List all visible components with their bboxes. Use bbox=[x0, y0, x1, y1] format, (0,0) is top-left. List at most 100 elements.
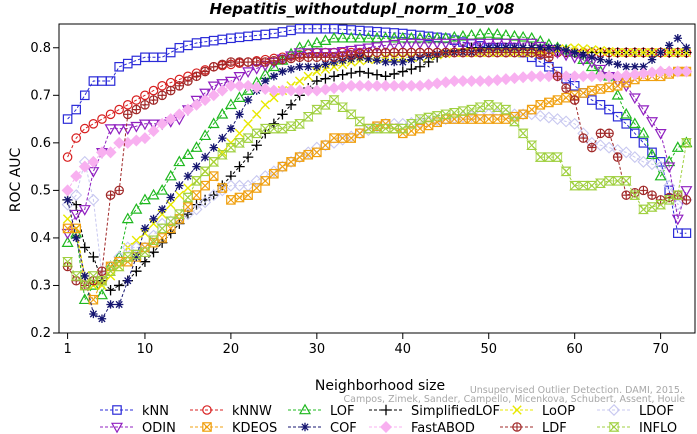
data-point bbox=[354, 116, 366, 127]
data-point bbox=[398, 48, 407, 57]
data-point bbox=[269, 72, 279, 81]
data-point bbox=[88, 119, 99, 129]
legend-label: FastABOD bbox=[411, 421, 475, 434]
data-point bbox=[114, 257, 124, 267]
data-point bbox=[336, 81, 349, 93]
data-point bbox=[518, 128, 528, 138]
data-point bbox=[510, 48, 519, 57]
data-point bbox=[191, 176, 202, 186]
data-point bbox=[682, 43, 691, 52]
data-point bbox=[388, 39, 401, 51]
data-point bbox=[424, 48, 433, 57]
data-point bbox=[233, 138, 246, 148]
data-point bbox=[192, 162, 201, 171]
legend-label: LDOF bbox=[639, 404, 674, 419]
legend-marker bbox=[202, 422, 212, 432]
legend-marker bbox=[609, 422, 619, 432]
data-point bbox=[200, 181, 210, 191]
data-point bbox=[604, 46, 614, 57]
data-point bbox=[61, 184, 74, 197]
data-point bbox=[458, 48, 468, 57]
data-point bbox=[252, 183, 262, 193]
data-point bbox=[345, 31, 358, 43]
data-point bbox=[104, 146, 117, 159]
data-point bbox=[381, 57, 390, 67]
data-point bbox=[405, 31, 418, 43]
legend-label: KDEOS bbox=[232, 421, 277, 434]
data-point bbox=[71, 271, 81, 281]
data-point bbox=[423, 120, 434, 131]
data-point bbox=[517, 128, 529, 139]
data-point bbox=[654, 160, 667, 173]
data-point bbox=[312, 147, 322, 158]
data-point bbox=[243, 119, 253, 129]
data-point bbox=[175, 81, 184, 90]
data-point bbox=[294, 76, 305, 86]
legend-label: COF bbox=[330, 421, 357, 434]
data-point bbox=[413, 31, 426, 43]
data-point bbox=[405, 38, 418, 50]
data-point bbox=[200, 166, 210, 176]
data-point bbox=[114, 186, 124, 195]
data-point bbox=[415, 48, 425, 57]
data-point bbox=[70, 209, 83, 221]
data-point bbox=[105, 109, 116, 120]
data-point bbox=[105, 261, 116, 272]
data-point bbox=[596, 129, 605, 138]
data-point bbox=[639, 62, 648, 71]
data-point bbox=[106, 300, 115, 309]
data-point bbox=[655, 157, 666, 167]
data-point bbox=[114, 300, 124, 309]
data-point bbox=[312, 53, 322, 62]
data-point bbox=[89, 309, 98, 319]
data-point bbox=[611, 88, 624, 100]
data-point bbox=[501, 48, 511, 57]
data-point bbox=[450, 48, 459, 57]
y-tick-label: 0.8 bbox=[30, 41, 51, 56]
data-point bbox=[467, 48, 476, 57]
data-point bbox=[321, 60, 330, 69]
data-point bbox=[568, 117, 581, 130]
data-point bbox=[337, 102, 349, 112]
data-point bbox=[261, 76, 270, 86]
data-point bbox=[183, 171, 193, 181]
data-point bbox=[577, 70, 590, 83]
data-point bbox=[234, 192, 245, 203]
data-point bbox=[448, 75, 461, 88]
data-point bbox=[637, 126, 650, 138]
data-point bbox=[181, 103, 194, 116]
legend-label: LoOP bbox=[542, 404, 575, 419]
data-point bbox=[604, 82, 614, 92]
data-point bbox=[570, 48, 579, 57]
data-point bbox=[587, 143, 597, 152]
data-point bbox=[517, 30, 530, 42]
x-tick-label: 60 bbox=[566, 342, 583, 357]
data-point bbox=[353, 31, 366, 43]
data-point bbox=[663, 162, 676, 174]
data-point bbox=[396, 31, 409, 43]
data-point bbox=[673, 47, 683, 58]
data-point bbox=[277, 27, 288, 37]
data-point bbox=[664, 195, 674, 205]
data-point bbox=[207, 189, 220, 202]
data-point bbox=[656, 200, 666, 210]
data-point bbox=[465, 75, 478, 88]
legend-item-cof: COF bbox=[288, 421, 357, 434]
data-point bbox=[319, 83, 332, 96]
data-point bbox=[71, 104, 81, 115]
data-point bbox=[647, 147, 657, 158]
data-point bbox=[663, 65, 676, 78]
data-point bbox=[157, 223, 167, 234]
data-point bbox=[183, 192, 193, 203]
data-point bbox=[544, 97, 554, 108]
data-point bbox=[499, 38, 512, 50]
data-point bbox=[542, 70, 555, 83]
data-point bbox=[381, 119, 391, 129]
data-point bbox=[242, 84, 255, 95]
data-point bbox=[585, 70, 598, 83]
data-point bbox=[250, 81, 263, 94]
data-point bbox=[174, 209, 184, 219]
data-point bbox=[320, 140, 331, 150]
data-point bbox=[594, 139, 607, 152]
data-point bbox=[207, 117, 220, 129]
